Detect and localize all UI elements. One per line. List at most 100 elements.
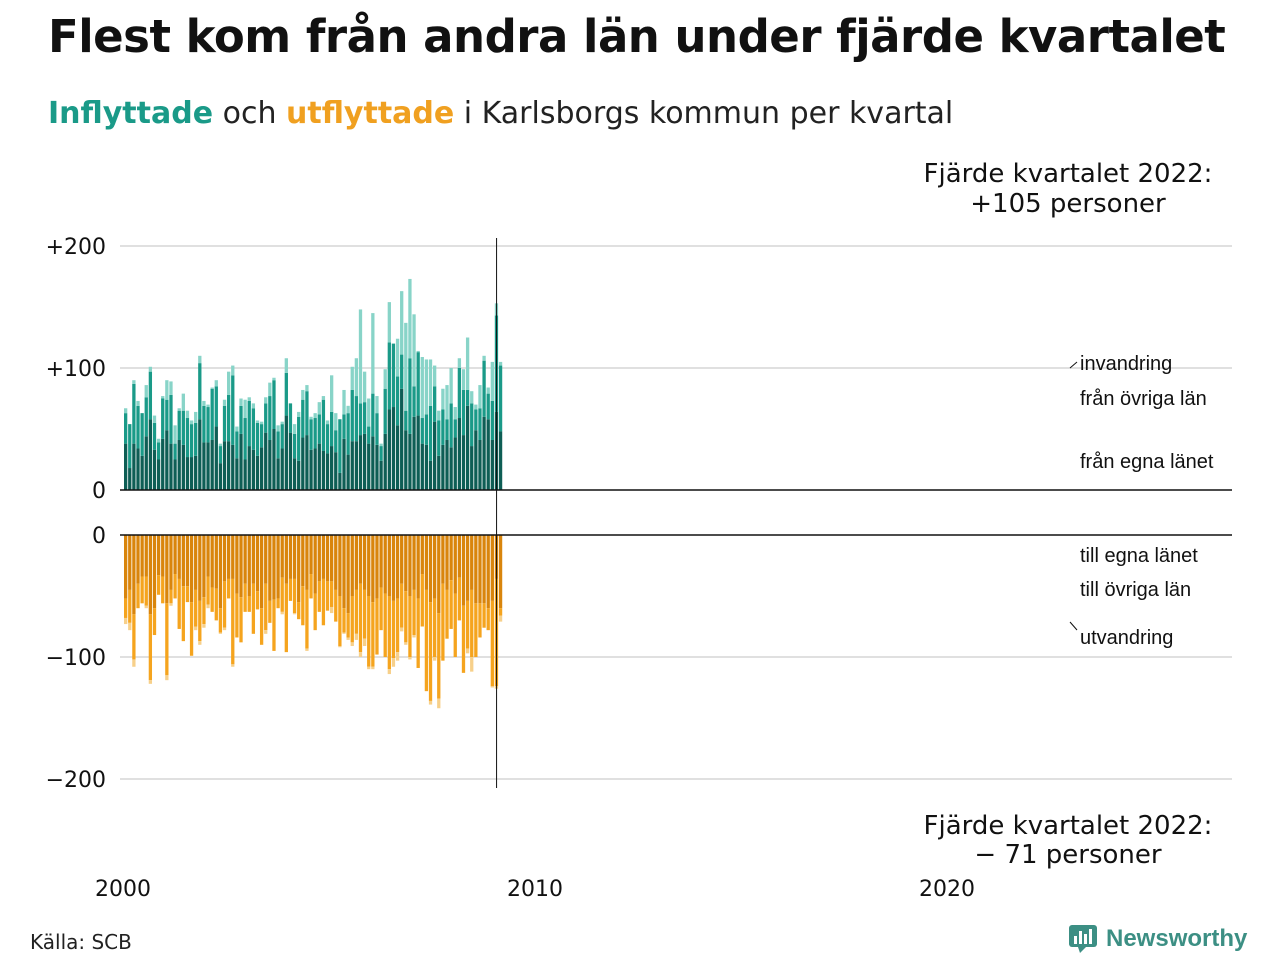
bar-out-0-86 [478,535,482,604]
bar-out-0-88 [486,535,490,609]
series-labels: invandring från övriga län från egna länet… [1069,353,1214,649]
bar-out-1-59 [367,596,371,667]
bar-in-2-47 [317,402,321,415]
bar-in-1-55 [350,389,354,442]
bar-in-2-16 [189,420,194,425]
x-tick-labels: 2000 2010 2020 [95,877,975,902]
bar-in-1-72 [420,418,424,444]
bar-out-0-16 [189,535,194,603]
bar-out-0-53 [342,535,346,609]
bar-in-1-63 [383,388,387,434]
bar-in-2-8 [156,438,161,443]
bar-in-0-44 [305,435,309,490]
bar-in-2-68 [404,322,408,411]
bar-out-2-66 [395,652,400,661]
bar-in-0-23 [218,463,223,490]
bar-in-0-69 [408,433,412,490]
bar-in-0-2 [132,443,136,490]
bar-in-1-29 [243,418,247,460]
bar-out-0-60 [371,535,375,603]
bar-in-0-59 [367,443,371,490]
bar-out-0-9 [161,535,165,577]
bar-out-1-66 [395,598,400,653]
bar-in-1-11 [169,394,173,444]
bar-out-0-40 [288,535,293,579]
bar-in-0-80 [453,437,457,490]
bar-in-1-59 [367,426,371,444]
bar-in-2-20 [206,404,210,408]
bar-in-0-53 [342,438,346,490]
bar-out-2-84 [470,657,474,672]
bar-out-0-70 [412,535,416,590]
bar-in-2-85 [474,404,478,410]
bar-out-1-65 [391,600,396,659]
bar-in-1-32 [255,422,260,456]
bar-in-1-73 [424,414,429,445]
bar-in-0-8 [156,459,161,490]
bar-out-1-53 [342,608,346,633]
bar-in-0-11 [169,443,173,490]
bar-in-2-5 [144,385,148,398]
bar-out-2-67 [400,627,404,632]
bar-out-0-5 [144,535,148,577]
bar-out-0-73 [424,535,429,590]
bar-in-2-72 [420,357,424,419]
bar-out-1-38 [280,577,284,612]
bar-in-2-18 [198,355,202,364]
bar-in-2-77 [441,388,445,410]
bar-out-1-83 [465,600,470,649]
bar-in-1-91 [498,365,503,432]
grid-upper [120,245,1232,369]
bar-out-1-1 [128,589,132,623]
bar-in-1-58 [362,402,367,434]
bar-in-2-31 [251,403,256,409]
bar-out-2-89 [490,686,494,688]
bar-in-0-81 [457,418,462,490]
bar-out-1-36 [272,599,276,651]
bar-in-2-82 [461,369,466,390]
bar-out-1-16 [189,602,194,656]
bar-in-2-58 [362,371,367,403]
bar-in-1-43 [301,399,305,438]
bar-out-2-38 [280,611,284,615]
bar-out-2-19 [202,624,206,628]
bar-in-2-54 [346,405,350,414]
bar-out-1-31 [251,583,256,634]
bar-in-1-82 [461,389,466,436]
bar-in-2-39 [284,358,288,373]
bar-in-0-19 [202,442,206,490]
bar-out-2-91 [498,615,503,622]
bar-out-0-22 [214,535,218,589]
y-tick-labels: +200 +100 0 0 −100 −200 [46,235,106,793]
bar-in-1-64 [387,342,391,410]
bar-out-1-64 [387,596,391,670]
bar-in-0-15 [185,457,190,490]
bar-in-1-9 [161,398,165,439]
bar-in-1-31 [251,408,256,450]
label-in-2: från egna länet [1080,451,1214,473]
bar-out-2-64 [387,669,391,675]
bar-out-0-65 [391,535,396,601]
annotation-top-line2: +105 personer [970,189,1166,219]
bar-out-0-58 [362,535,367,590]
bar-in-0-14 [181,444,185,490]
bar-out-0-35 [268,535,272,601]
bar-out-0-23 [218,535,223,609]
bar-in-1-28 [239,405,243,434]
bar-out-0-56 [354,535,359,590]
bar-out-2-41 [292,613,297,615]
bar-out-1-57 [358,583,363,653]
x-tick-0: 2000 [95,877,151,902]
bar-in-1-54 [346,413,350,455]
bar-in-0-25 [227,441,231,490]
bar-out-0-38 [280,535,284,578]
bar-out-2-52 [338,646,342,648]
bar-in-1-21 [210,388,214,440]
bar-out-1-13 [177,578,181,629]
bar-in-1-26 [231,375,235,445]
bar-out-0-12 [173,535,177,575]
bar-in-0-63 [383,433,387,490]
bar-in-1-53 [342,414,346,439]
bar-in-0-74 [428,460,433,490]
bar-in-2-60 [371,313,375,394]
